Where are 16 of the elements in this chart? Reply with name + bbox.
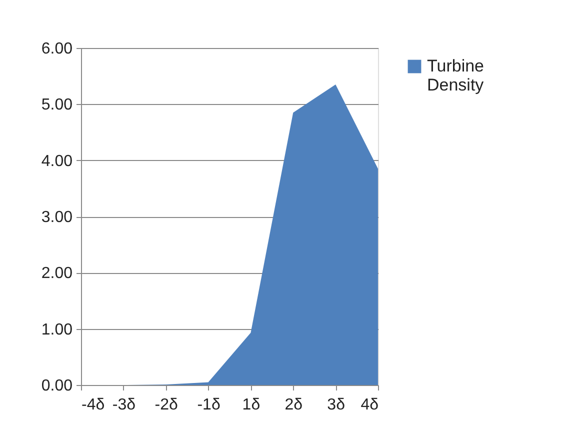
- y-tick-label: 4.00: [41, 152, 73, 170]
- x-tick-label: 4δ: [360, 396, 379, 414]
- x-tick-label: -3δ: [112, 396, 136, 414]
- x-tick-label: -4δ: [82, 396, 105, 414]
- x-tick-label: 3δ: [327, 396, 346, 414]
- y-tick-label: 6.00: [41, 40, 73, 58]
- x-tick-label: 1δ: [242, 396, 260, 414]
- y-tick-label: 2.00: [41, 265, 73, 282]
- x-tick-label: -1δ: [197, 396, 220, 414]
- legend-label: Turbine Density: [427, 56, 484, 94]
- x-tick-label: -2δ: [154, 396, 178, 414]
- y-tick-label: 5.00: [41, 96, 73, 114]
- x-tick-label: 2δ: [284, 396, 303, 414]
- y-tick-label: 0.00: [41, 378, 73, 394]
- y-tick-label: 3.00: [41, 209, 73, 226]
- y-tick-label: 1.00: [41, 321, 73, 338]
